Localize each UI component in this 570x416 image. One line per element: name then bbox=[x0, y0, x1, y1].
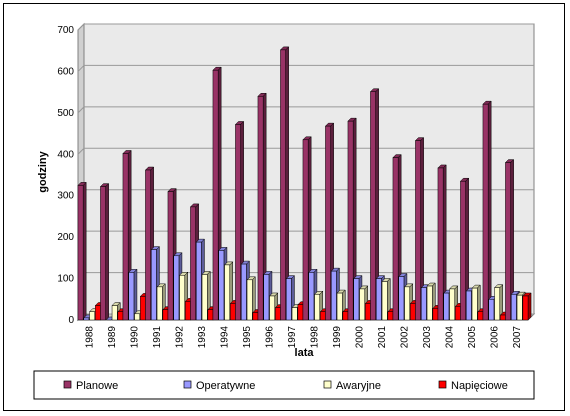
legend-label: Planowe bbox=[76, 380, 118, 392]
gridline bbox=[77, 147, 85, 155]
bar bbox=[246, 276, 256, 321]
x-tick-label: 2002 bbox=[399, 326, 410, 349]
x-tick-label: 1998 bbox=[309, 326, 320, 349]
y-tick-label: 600 bbox=[57, 66, 74, 77]
y-tick-label: 300 bbox=[57, 191, 74, 202]
x-tick-label: 2003 bbox=[422, 326, 433, 349]
legend-label: Awaryjne bbox=[336, 380, 381, 392]
bar bbox=[99, 182, 110, 321]
chart-frame: 0 100 200 300 400 500 600 700 1988 1989 1990 1991 1… bbox=[3, 3, 565, 411]
x-tick-label: 2004 bbox=[444, 326, 455, 349]
x-tick-label: 1990 bbox=[129, 326, 140, 349]
legend-swatch bbox=[438, 380, 447, 389]
bars bbox=[77, 46, 532, 321]
legend-label: Operatywne bbox=[196, 380, 255, 392]
x-tick-label: 2000 bbox=[354, 326, 365, 349]
legend-box bbox=[33, 370, 535, 400]
gridline bbox=[77, 65, 85, 72]
bar bbox=[403, 283, 414, 321]
bar bbox=[437, 164, 447, 321]
x-tick-label: 2006 bbox=[489, 326, 500, 349]
bar bbox=[504, 158, 515, 321]
y-tick-label: 500 bbox=[57, 108, 74, 119]
x-tick-label: 1991 bbox=[152, 326, 163, 349]
y-tick-label: 0 bbox=[68, 315, 74, 326]
x-tick-label: 2005 bbox=[467, 326, 478, 349]
legend-swatch bbox=[183, 380, 192, 389]
x-tick-label: 1988 bbox=[84, 326, 95, 349]
bar bbox=[77, 181, 87, 321]
legend: Planowe Operatywne Awaryjne Napięciowe bbox=[33, 370, 535, 400]
y-tick-label: 700 bbox=[57, 25, 74, 36]
legend-swatch bbox=[323, 380, 332, 389]
bar bbox=[369, 88, 380, 321]
y-tick-label: 100 bbox=[57, 274, 74, 285]
y-tick-label: 200 bbox=[57, 232, 74, 243]
gridline bbox=[77, 23, 85, 31]
x-tick-label: 1994 bbox=[219, 326, 230, 349]
legend-swatch bbox=[63, 380, 72, 389]
x-tick-label: 1989 bbox=[107, 326, 118, 349]
legend-item: Napięciowe bbox=[438, 380, 508, 392]
x-tick-label: 1992 bbox=[174, 326, 185, 349]
y-axis-ticks: 0 100 200 300 400 500 600 700 bbox=[57, 25, 74, 326]
x-tick-label: 2001 bbox=[377, 326, 388, 349]
legend-label: Napięciowe bbox=[451, 380, 508, 392]
legend-item: Awaryjne bbox=[323, 380, 381, 392]
bar bbox=[414, 137, 425, 321]
bar bbox=[459, 177, 470, 321]
x-tick-label: 1999 bbox=[332, 326, 343, 349]
x-tick-label: 1997 bbox=[287, 326, 298, 349]
bar bbox=[493, 284, 504, 321]
y-axis-title: godziny bbox=[37, 150, 49, 192]
x-tick-label: 1993 bbox=[197, 326, 208, 349]
legend-item: Planowe bbox=[63, 380, 118, 392]
x-tick-label: 2007 bbox=[512, 326, 523, 349]
bar bbox=[482, 100, 492, 321]
y-tick-label: 400 bbox=[57, 149, 74, 160]
gridline bbox=[77, 106, 85, 114]
x-tick-label: 1996 bbox=[264, 326, 275, 349]
bar bbox=[522, 292, 532, 321]
x-axis-ticks: 1988 1989 1990 1991 1992 1993 1994 1995 1996 1997… bbox=[84, 326, 523, 349]
x-tick-label: 1995 bbox=[242, 326, 253, 349]
x-axis-title: lata bbox=[295, 347, 315, 359]
legend-item: Operatywne bbox=[183, 380, 255, 392]
